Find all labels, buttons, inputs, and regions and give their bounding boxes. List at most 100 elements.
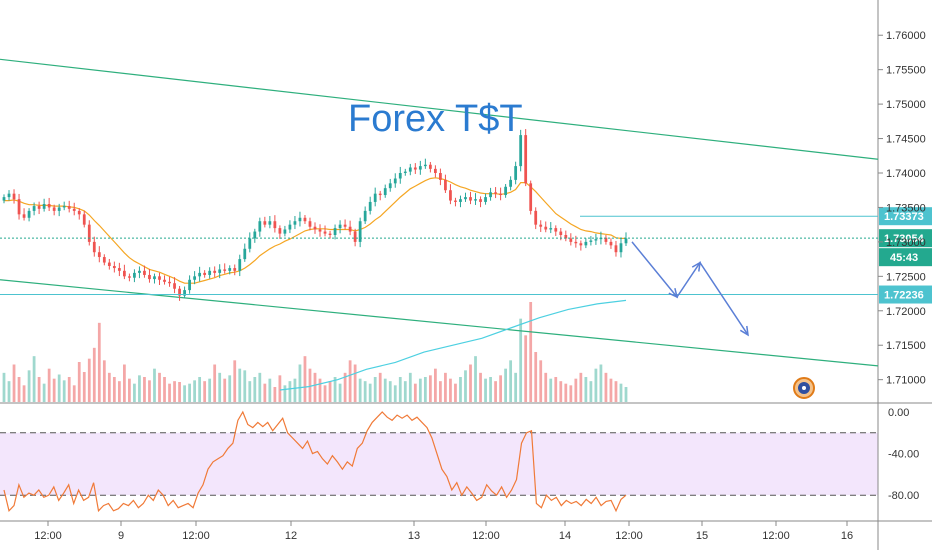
volume-bar (117, 381, 121, 402)
candle-body (423, 164, 427, 167)
compass-icon[interactable] (793, 377, 815, 399)
volume-bar (584, 377, 588, 402)
price-tick-label: 1.71000 (886, 375, 926, 387)
candle-body (42, 204, 46, 209)
volume-bar (303, 356, 307, 402)
candle-body (479, 199, 482, 202)
candle-body (624, 238, 628, 244)
time-tick-label: 14 (559, 530, 571, 542)
price-lines: 1.73373 1.73054 45:43 1.72236 (0, 207, 932, 304)
candle-body (77, 210, 81, 215)
volume-bar (378, 372, 382, 402)
volume-bar (489, 377, 492, 402)
volume-bar (308, 368, 312, 402)
candle-body (619, 243, 623, 253)
candle-body (208, 270, 212, 275)
volume-bar (243, 370, 247, 402)
candle-body (318, 229, 322, 232)
volume-bar (32, 356, 36, 402)
volume-bar (444, 372, 447, 402)
candle-body (243, 248, 247, 260)
candle-body (288, 224, 292, 230)
volume-bar (534, 352, 538, 402)
candle-body (62, 206, 66, 208)
volume-bar (423, 377, 427, 402)
candle-body (273, 221, 277, 229)
candle-body (594, 239, 598, 241)
candle-body (27, 210, 31, 218)
candle-body (569, 238, 573, 242)
volume-bar (479, 372, 482, 402)
candle-body (313, 226, 317, 230)
volume-bar (413, 383, 417, 402)
volume-bar (213, 364, 217, 402)
candle-body (519, 135, 523, 167)
volume-bar (338, 383, 342, 402)
volume-bar (408, 372, 412, 402)
candle-body (17, 199, 21, 215)
price-tick-label: 1.74000 (886, 168, 926, 180)
candle-body (158, 276, 161, 280)
volume-bar (7, 381, 11, 402)
volume-bars (2, 302, 628, 402)
volume-bar (398, 377, 402, 402)
candle-body (163, 279, 166, 282)
volume-bar (594, 368, 598, 402)
candle-body (2, 197, 6, 201)
volume-bar (469, 364, 472, 402)
time-tick-label: 9 (118, 530, 124, 542)
candle-body (544, 226, 548, 230)
candle-body (87, 224, 91, 242)
candle-body (143, 270, 146, 275)
time-tick-label: 16 (841, 530, 853, 542)
volume-bar (418, 378, 422, 402)
candle-body (133, 272, 136, 278)
candle-body (248, 238, 252, 249)
candle-body (117, 268, 121, 271)
volume-bar (358, 378, 362, 402)
candle-body (308, 221, 312, 227)
volume-bar (464, 370, 467, 402)
volume-bar (62, 380, 66, 402)
candle-body (549, 228, 553, 230)
time-tick-label: 12:00 (615, 530, 643, 542)
candle-body (378, 193, 382, 196)
candle-body (514, 166, 518, 180)
volume-bar (283, 385, 287, 402)
indicator-axis: 0.00 -40.00 -80.00 (888, 407, 919, 502)
candle-body (509, 179, 513, 187)
candle-body (97, 252, 101, 258)
volume-bar (524, 335, 528, 402)
candle-body (363, 210, 367, 222)
volume-bar (77, 362, 81, 402)
candle-body (32, 206, 36, 211)
volume-bar (449, 378, 452, 402)
volume-bar (403, 381, 407, 402)
volume-bar (42, 383, 46, 402)
arrow-head (739, 325, 749, 337)
candle-body (112, 266, 116, 269)
ma-line (279, 299, 627, 391)
volume-bar (112, 377, 116, 402)
candle-body (489, 192, 492, 198)
volume-bar (579, 372, 583, 402)
candle-body (564, 235, 568, 239)
price-tick-label: 1.73000 (886, 237, 926, 249)
candle-body (348, 226, 352, 232)
volume-bar (454, 383, 457, 402)
price-tick-label: 1.75000 (886, 99, 926, 111)
candle-body (418, 166, 422, 170)
volume-bar (614, 381, 618, 402)
volume-bar (178, 382, 181, 402)
candle-body (213, 270, 217, 273)
volume-bar (263, 383, 267, 402)
candle-body (459, 199, 462, 202)
volume-bar (509, 360, 513, 402)
volume-bar (22, 385, 26, 402)
price-badge (879, 207, 932, 226)
volume-bar (57, 374, 61, 402)
price-badge-label: 1.73054 (884, 233, 925, 245)
volume-bar (72, 385, 76, 402)
candle-body (529, 183, 533, 211)
